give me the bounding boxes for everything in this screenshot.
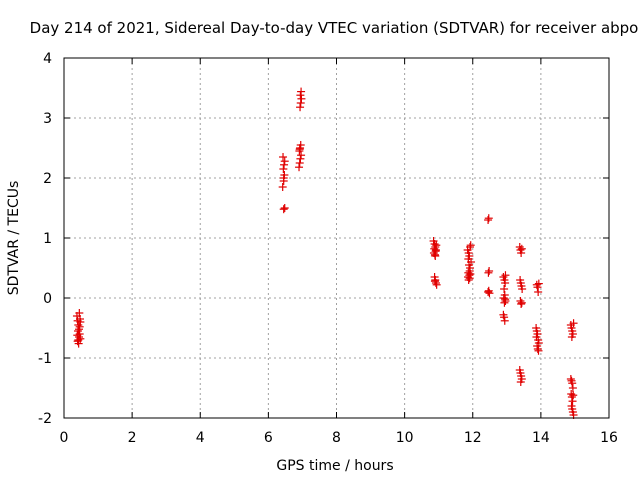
data-point xyxy=(432,280,441,289)
data-point xyxy=(500,313,509,322)
data-point xyxy=(279,165,288,173)
data-point xyxy=(567,393,576,401)
data-point xyxy=(431,252,440,260)
x-tick-label: 14 xyxy=(532,430,550,446)
x-tick-label: 2 xyxy=(128,430,137,446)
data-point xyxy=(295,163,304,172)
data-point xyxy=(432,241,441,250)
data-point xyxy=(484,216,493,224)
data-point xyxy=(532,333,541,341)
data-point xyxy=(516,378,525,386)
data-point xyxy=(297,94,306,103)
data-point xyxy=(566,375,575,383)
data-point xyxy=(501,271,510,280)
data-point xyxy=(534,346,543,355)
data-point xyxy=(296,99,305,107)
data-point xyxy=(533,345,542,353)
y-tick-label: 0 xyxy=(43,291,52,307)
data-point xyxy=(569,391,578,400)
data-point xyxy=(466,264,475,272)
data-point xyxy=(534,279,543,288)
data-point xyxy=(75,309,84,317)
data-point xyxy=(74,336,83,344)
data-point xyxy=(295,145,304,154)
x-axis: 0 2 4 6 8 10 12 14 16 xyxy=(60,58,618,446)
data-point xyxy=(296,103,305,112)
data-point xyxy=(517,298,526,307)
data-point xyxy=(517,300,526,308)
data-point xyxy=(431,279,440,287)
data-point xyxy=(430,277,439,286)
data-point xyxy=(465,274,474,283)
data-point xyxy=(296,154,305,163)
y-tick-label: 2 xyxy=(43,171,52,187)
data-point xyxy=(500,285,509,293)
data-point xyxy=(295,159,304,167)
x-tick-label: 8 xyxy=(332,430,341,446)
data-point xyxy=(568,384,577,392)
data-point xyxy=(500,298,509,307)
data-point xyxy=(466,241,475,250)
y-tick-label: -2 xyxy=(38,411,52,427)
data-point xyxy=(517,244,526,253)
data-point xyxy=(76,318,85,326)
data-point xyxy=(500,316,509,325)
chart-title: Day 214 of 2021, Sidereal Day-to-day VTE… xyxy=(30,19,639,37)
data-point xyxy=(75,322,84,331)
data-point xyxy=(297,151,306,160)
data-point xyxy=(567,333,576,341)
data-point xyxy=(73,331,82,340)
data-points xyxy=(72,87,578,419)
data-point xyxy=(296,141,305,149)
data-point xyxy=(297,87,306,96)
data-point xyxy=(279,153,288,161)
data-point xyxy=(464,268,473,277)
data-point xyxy=(466,243,475,251)
grid xyxy=(64,58,609,418)
y-tick-label: 1 xyxy=(43,231,52,247)
x-tick-label: 10 xyxy=(396,430,414,446)
y-tick-label: 3 xyxy=(43,111,52,127)
y-tick-label: 4 xyxy=(43,51,52,67)
data-point xyxy=(484,268,493,277)
x-axis-title: GPS time / hours xyxy=(276,458,393,474)
x-tick-label: 0 xyxy=(60,430,69,446)
data-point xyxy=(430,244,439,253)
data-point xyxy=(279,174,288,182)
y-axis: -2 -1 0 1 2 3 4 xyxy=(38,51,609,427)
data-point xyxy=(280,160,289,169)
x-tick-label: 4 xyxy=(196,430,205,446)
data-point xyxy=(280,204,289,212)
data-point xyxy=(501,279,510,287)
data-point xyxy=(280,157,289,166)
data-point xyxy=(533,283,542,292)
data-point xyxy=(517,249,526,257)
data-point xyxy=(534,288,543,296)
data-point xyxy=(484,214,493,223)
data-point xyxy=(467,258,476,266)
data-point xyxy=(73,327,82,335)
x-tick-label: 12 xyxy=(464,430,482,446)
data-point xyxy=(568,379,577,388)
data-point xyxy=(464,276,473,284)
x-tick-label: 16 xyxy=(600,430,618,446)
x-tick-label: 6 xyxy=(264,430,273,446)
data-point xyxy=(296,91,305,100)
data-point xyxy=(569,319,578,328)
data-point xyxy=(501,295,510,304)
data-point xyxy=(568,397,577,406)
data-point xyxy=(278,183,287,191)
y-tick-label: -1 xyxy=(38,351,52,367)
data-point xyxy=(485,289,494,298)
data-point xyxy=(484,288,493,296)
data-point xyxy=(279,205,288,214)
y-axis-title: SDTVAR / TECUs xyxy=(6,181,22,296)
data-point xyxy=(518,285,527,293)
data-point xyxy=(485,267,494,275)
